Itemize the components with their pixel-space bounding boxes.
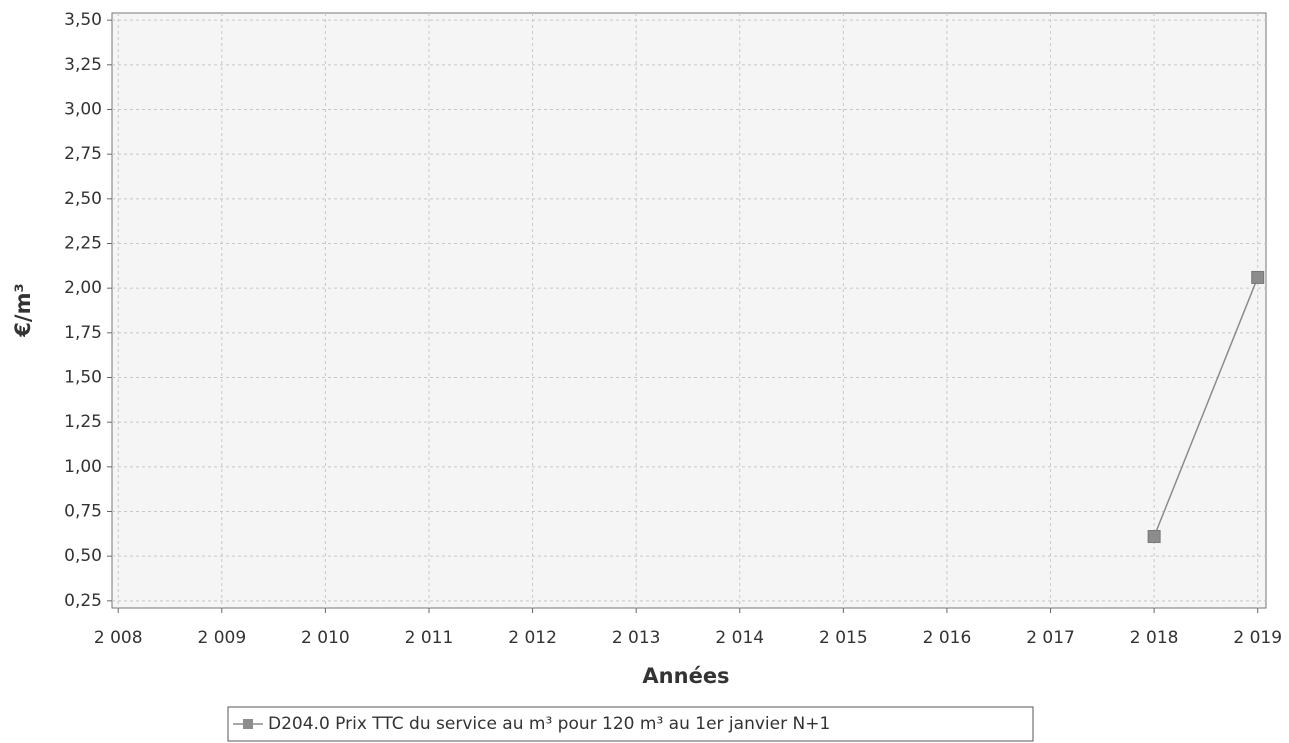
y-tick-label: 1,75 — [64, 323, 102, 343]
y-tick-label: 0,50 — [64, 546, 102, 566]
legend-marker — [243, 719, 253, 729]
series-line — [1153, 277, 1259, 537]
x-tick-label: 2 013 — [612, 628, 661, 648]
y-tick-label: 0,25 — [64, 591, 102, 611]
x-tick-label: 2 019 — [1233, 628, 1282, 648]
y-tick-label: 2,25 — [64, 233, 102, 253]
x-tick-label: 2 010 — [301, 628, 350, 648]
y-tick-label: 1,25 — [64, 412, 102, 432]
y-tick-label: 3,00 — [64, 99, 102, 119]
legend — [227, 706, 1034, 742]
plot-area — [111, 12, 1267, 609]
y-tick-label: 3,50 — [64, 10, 102, 30]
y-tick-label: 0,75 — [64, 502, 102, 522]
y-tick-label: 2,75 — [64, 144, 102, 164]
y-tick-label: 1,50 — [64, 368, 102, 388]
x-tick-label: 2 015 — [819, 628, 868, 648]
y-tick-label: 3,25 — [64, 55, 102, 75]
y-axis-label: €/m³ — [11, 283, 35, 337]
x-tick-label: 2 014 — [715, 628, 764, 648]
x-axis-label: Années — [642, 664, 729, 688]
point-marker — [1251, 270, 1265, 284]
x-tick-label: 2 018 — [1130, 628, 1179, 648]
x-tick-label: 2 012 — [508, 628, 557, 648]
y-tick-label: 2,50 — [64, 189, 102, 209]
x-tick-label: 2 017 — [1026, 628, 1075, 648]
y-tick-label: 2,00 — [64, 278, 102, 298]
x-tick-label: 2 016 — [923, 628, 972, 648]
x-tick-label: 2 009 — [197, 628, 246, 648]
legend-label: D204.0 Prix TTC du service au m³ pour 12… — [268, 714, 830, 734]
x-tick-label: 2 011 — [405, 628, 454, 648]
y-tick-label: 1,00 — [64, 457, 102, 477]
point-marker — [1147, 530, 1161, 544]
x-tick-label: 2 008 — [94, 628, 143, 648]
